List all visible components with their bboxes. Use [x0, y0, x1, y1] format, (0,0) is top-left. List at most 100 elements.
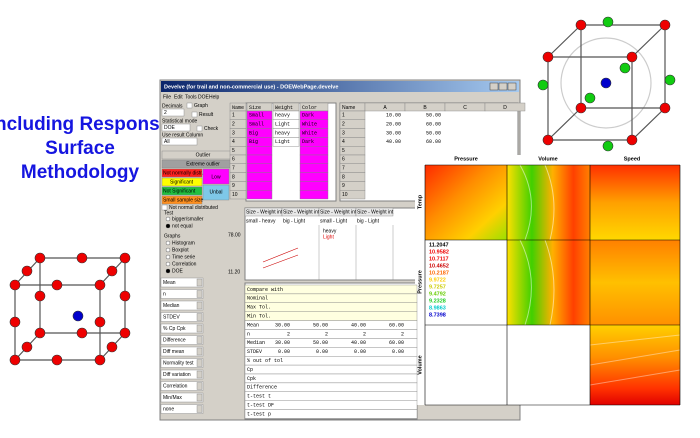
- radio[interactable]: [165, 254, 171, 260]
- cell-text: 2: [287, 331, 290, 337]
- dropdown-button: [196, 336, 203, 344]
- cell-text: heavy: [275, 130, 290, 136]
- radio[interactable]: [165, 223, 171, 229]
- dropdown-value[interactable]: Median: [163, 303, 180, 309]
- cell-text: Light: [275, 139, 290, 145]
- row-label: Nominal: [247, 296, 268, 302]
- cell: [246, 145, 273, 156]
- cell-text: 40.00: [386, 139, 401, 145]
- cell: [272, 137, 300, 147]
- cell-text: 40.00: [351, 340, 366, 346]
- menu-item[interactable]: DOE: [198, 94, 210, 100]
- cell-text: 20.00: [386, 122, 401, 128]
- header-cell: [355, 207, 394, 217]
- legend-label: Small sample size: [163, 197, 204, 203]
- row-label: Min Tol.: [247, 314, 271, 320]
- cell-text: 60.00: [389, 322, 404, 328]
- axis-label: 78.00: [228, 232, 241, 238]
- legend-value: 8.9863: [429, 305, 446, 311]
- row-label: % out of tol: [247, 358, 283, 364]
- radio[interactable]: [165, 247, 171, 253]
- dropdown: [161, 137, 198, 146]
- radio[interactable]: [165, 268, 171, 274]
- row-number: 7: [232, 166, 235, 172]
- cell-text: 60.00: [426, 122, 441, 128]
- menu-item[interactable]: File: [163, 94, 171, 100]
- column-header: Name: [232, 105, 244, 111]
- row-header: Volume: [417, 355, 423, 374]
- input-value[interactable]: 2: [164, 110, 167, 116]
- input: [161, 108, 185, 117]
- menu-item[interactable]: Edit: [174, 94, 183, 100]
- legend-value: 10.9582: [429, 249, 449, 255]
- dropdown-button: [196, 359, 203, 367]
- cell-text: 50.00: [426, 113, 441, 119]
- row-number: 9: [232, 183, 235, 189]
- cell-text: 10.00: [386, 113, 401, 119]
- menu-item[interactable]: Help: [209, 94, 220, 100]
- row-header: Pressure: [417, 270, 423, 294]
- checkbox: [161, 204, 168, 211]
- legend-label: Not Significant: [163, 188, 196, 194]
- checkbox: [196, 125, 203, 132]
- dropdown-value[interactable]: DOE: [164, 125, 176, 131]
- dropdown-value[interactable]: All: [164, 139, 170, 145]
- radio-label[interactable]: DOE: [172, 268, 184, 274]
- dropdown-value[interactable]: Correlation: [163, 383, 188, 389]
- row: [244, 409, 418, 419]
- radio-label[interactable]: Time serie: [172, 254, 195, 260]
- legend-label: Unbal: [209, 189, 222, 195]
- legend-box: [202, 184, 230, 201]
- dropdown-value[interactable]: n: [163, 291, 166, 297]
- checkbox-label[interactable]: Check: [204, 126, 219, 132]
- dropdown-value[interactable]: Min/Max: [163, 395, 182, 401]
- row-number: 8: [232, 174, 235, 180]
- radio-label[interactable]: bigger/smaller: [172, 216, 204, 222]
- dropdown-value[interactable]: Mean: [163, 280, 176, 286]
- dropdown: [160, 392, 204, 403]
- cell-text: 2: [325, 331, 328, 337]
- legend-value: 11.2047: [429, 242, 449, 248]
- row-header: Temp: [417, 194, 423, 209]
- dropdown-button: [196, 347, 203, 356]
- column-header: Volume: [538, 156, 557, 162]
- dropdown-value[interactable]: % Cp Cpk: [163, 326, 186, 332]
- cell-text: 0.00: [316, 349, 328, 355]
- dropdown-button: [196, 393, 203, 402]
- screen-content: Develve (for trail and non-commercial us…: [160, 84, 640, 419]
- row-label: n: [247, 331, 250, 337]
- radio[interactable]: [165, 240, 171, 246]
- cell-text: 30.00: [275, 340, 290, 346]
- radio[interactable]: [165, 261, 171, 267]
- row-label: Cp: [247, 367, 253, 373]
- legend-box: [161, 177, 203, 187]
- dropdown-value[interactable]: Diff mean: [163, 349, 185, 355]
- dropdown-value[interactable]: Diff variation: [163, 372, 191, 378]
- column-subheader: small - Light: [320, 218, 348, 224]
- dropdown: [160, 335, 204, 345]
- dropdown-value[interactable]: Difference: [163, 337, 186, 343]
- dropdown-value[interactable]: STDEV: [163, 314, 180, 320]
- row-label: t-test t: [247, 394, 271, 400]
- radio-label[interactable]: not equal: [172, 223, 193, 229]
- cell-text: Small: [249, 113, 264, 119]
- column-header: Pressure: [454, 156, 478, 162]
- row-label: Difference: [247, 385, 277, 391]
- dropdown-value[interactable]: none: [163, 406, 174, 412]
- radio-label[interactable]: Histogram: [172, 240, 195, 246]
- heading-line: Methodology: [21, 162, 140, 183]
- radio-label[interactable]: Correlation: [172, 261, 197, 267]
- menu-item[interactable]: Tools: [185, 94, 197, 100]
- label: Use result Column: [162, 132, 203, 138]
- interaction-line: [262, 254, 299, 269]
- radio-label[interactable]: Boxplot: [172, 247, 189, 253]
- checkbox-label[interactable]: Result: [199, 112, 214, 118]
- dropdown-value[interactable]: Normality test: [163, 360, 194, 366]
- column-header: Weight: [275, 105, 293, 111]
- header-cell: [484, 102, 526, 112]
- checkbox-label[interactable]: Not normal distributed: [169, 205, 218, 211]
- dropdown-button: [196, 278, 203, 287]
- checkbox-label[interactable]: Graph: [194, 103, 208, 109]
- radio[interactable]: [165, 216, 171, 222]
